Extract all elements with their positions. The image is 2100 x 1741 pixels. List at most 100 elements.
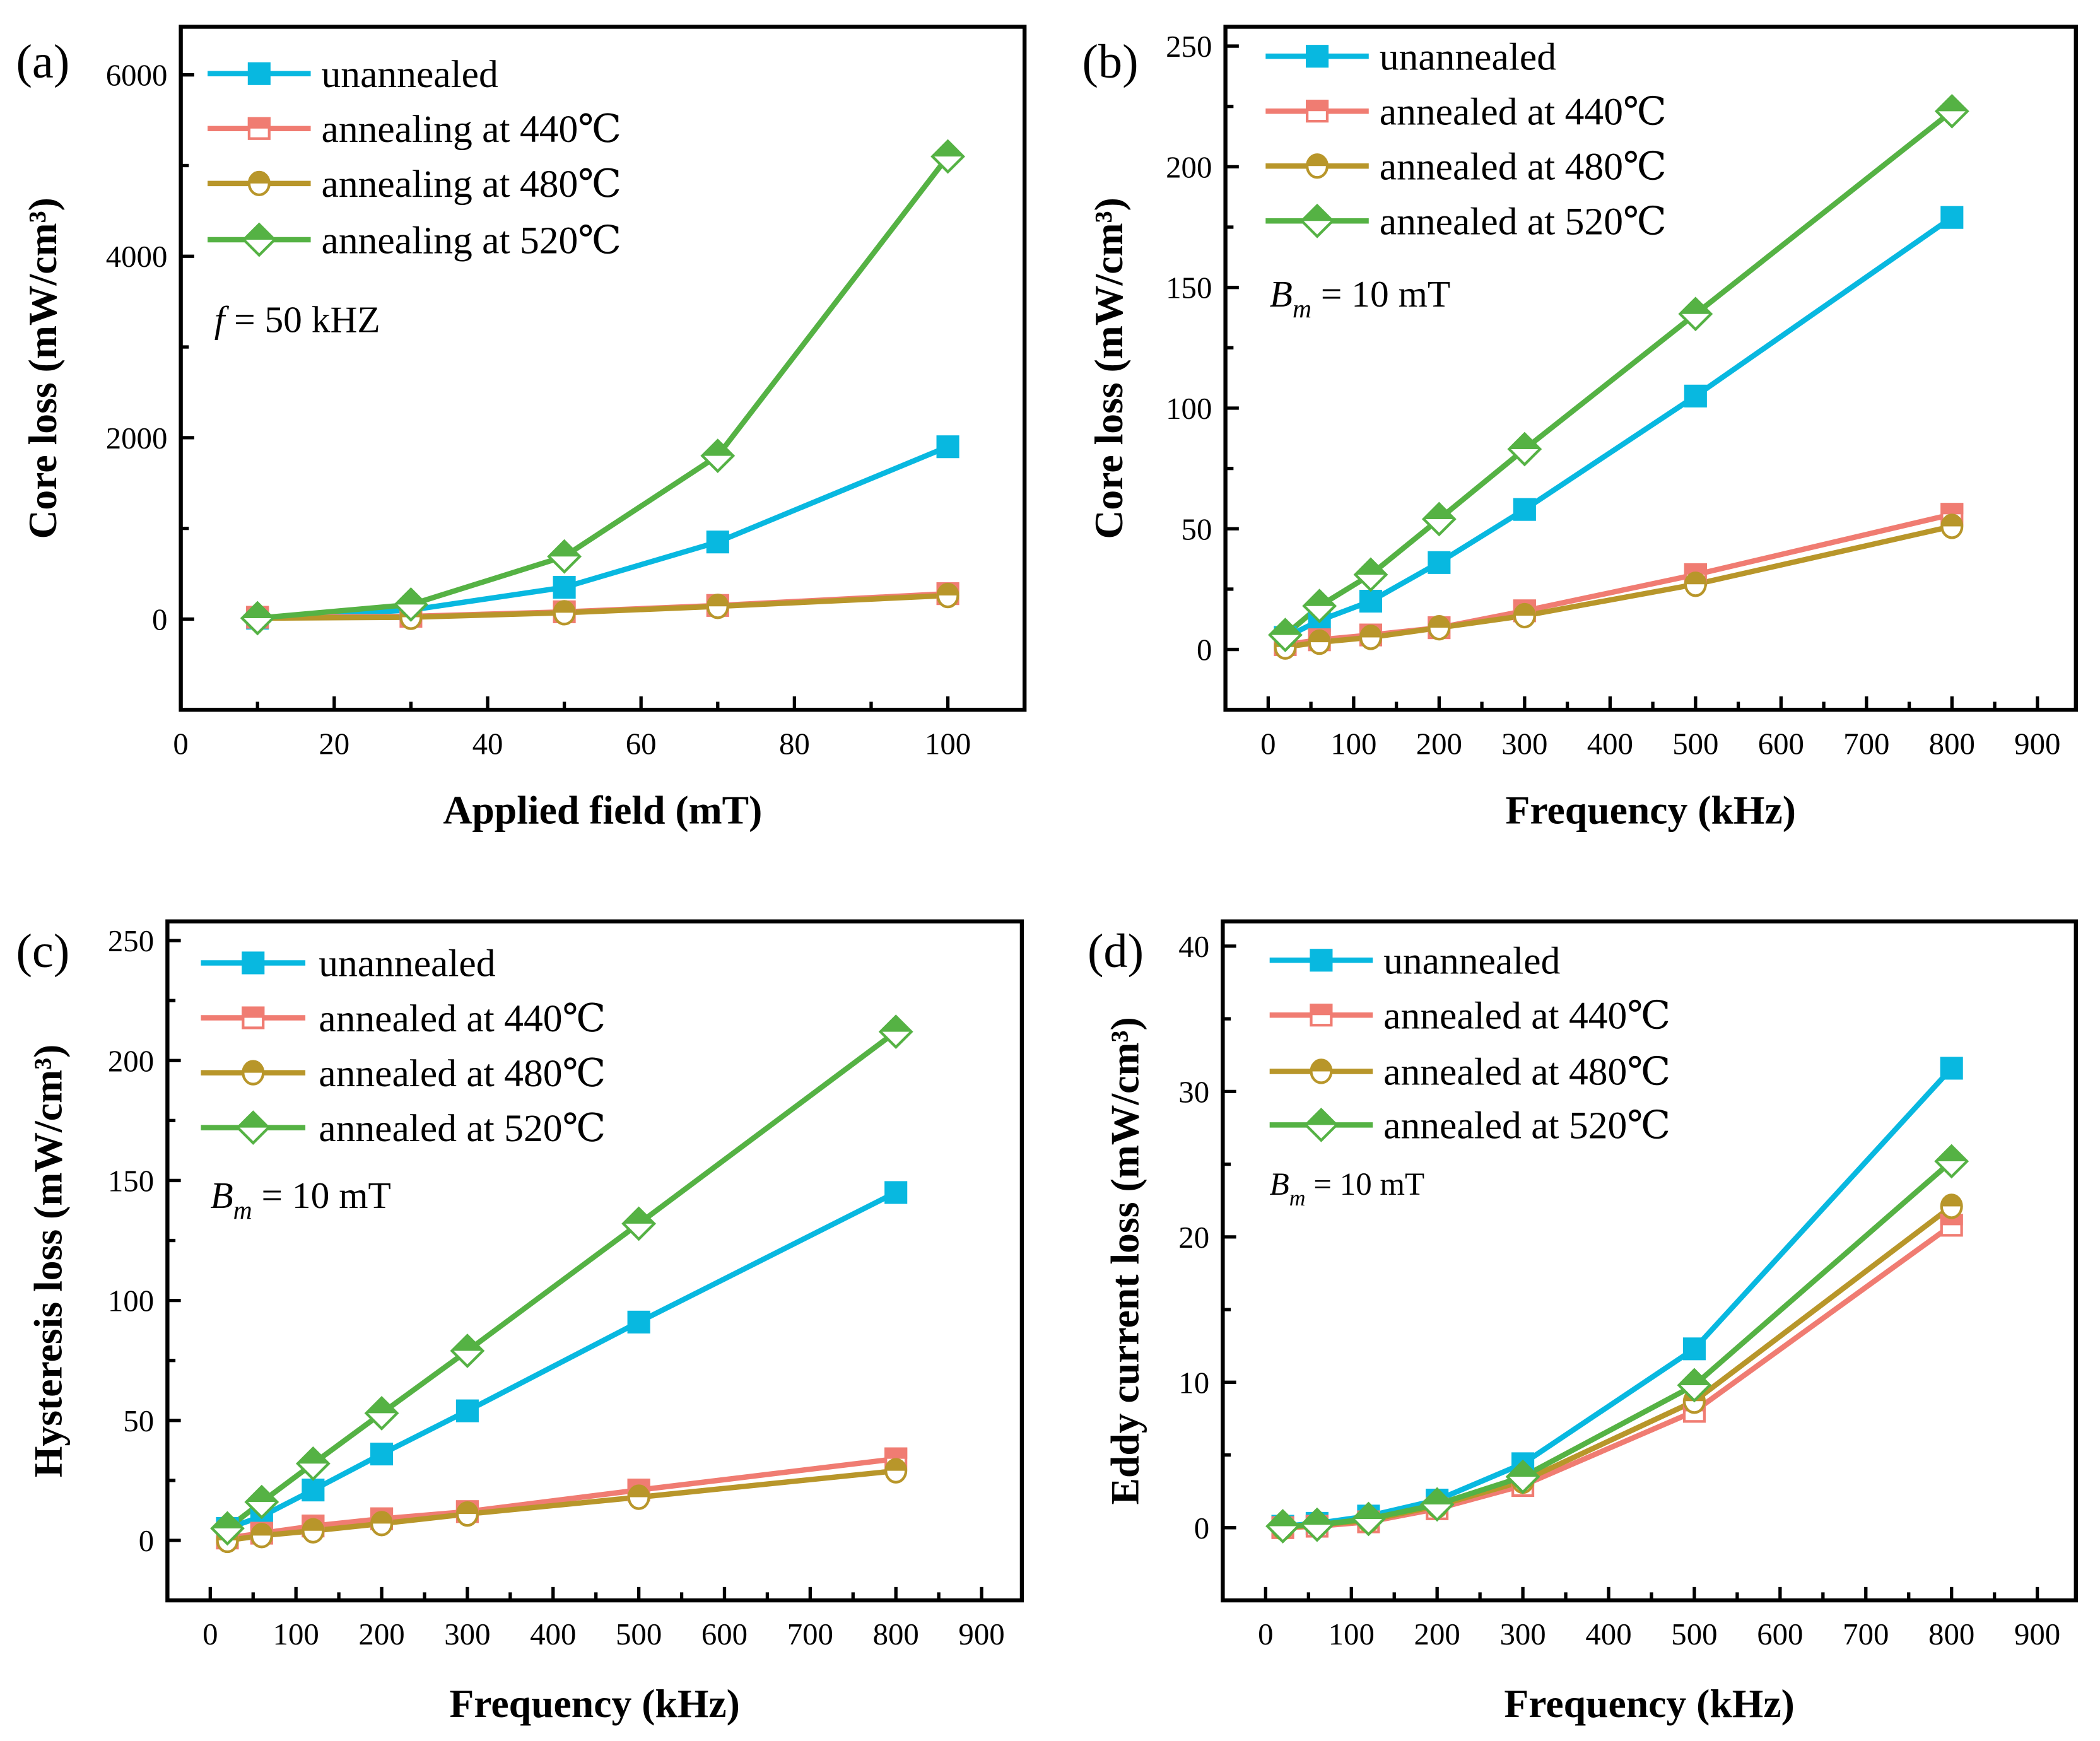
series-line [226, 1456, 896, 1541]
y-tick-label: 100 [1166, 391, 1212, 426]
x-tick-label: 300 [444, 1617, 490, 1651]
half-diamond-marker-fill [243, 224, 275, 240]
square-marker [370, 1443, 394, 1466]
half-diamond-marker-fill [242, 602, 273, 618]
x-tick-label: 500 [1671, 1617, 1717, 1651]
condition-annotation: Bm = 10 mT [1270, 1167, 1424, 1210]
half-circle-marker-fill [886, 1459, 906, 1471]
legend-label: annealed at 520℃ [319, 1107, 606, 1150]
y-axis-label: Eddy current loss (mW/cm³) [1103, 1017, 1147, 1504]
y-tick-label: 10 [1178, 1365, 1209, 1400]
legend-label: annealing at 520℃ [322, 219, 622, 262]
plot-frame [1223, 25, 2078, 712]
half-square-marker-fill [1306, 100, 1329, 112]
series-line [225, 1029, 898, 1531]
half-circle-marker-fill [1309, 631, 1330, 643]
x-tick-label: 80 [779, 726, 810, 761]
legend-label: unannealed [1383, 939, 1560, 982]
x-tick-label: 200 [1416, 726, 1462, 761]
series-line [1282, 1222, 1954, 1531]
series-line [1284, 524, 1953, 650]
legend-label: annealed at 480℃ [1380, 145, 1667, 188]
legend-item: annealed at 440℃ [201, 997, 606, 1040]
y-tick-label: 150 [108, 1163, 154, 1198]
legend-item: annealed at 440℃ [1269, 995, 1670, 1038]
y-tick-label: 250 [108, 923, 154, 958]
half-diamond-marker-fill [1301, 205, 1333, 221]
x-tick-label: 20 [319, 726, 349, 761]
half-diamond-marker-fill [1936, 95, 1968, 112]
half-diamond-marker-fill [452, 1335, 483, 1351]
series-line [1282, 1159, 1954, 1529]
x-tick-label: 400 [1587, 726, 1633, 761]
y-tick-label: 0 [139, 1523, 154, 1558]
plot-frame [1221, 919, 2078, 1603]
y-tick-label: 2000 [106, 421, 168, 455]
half-circle-marker-fill [372, 1512, 392, 1524]
x-tick-label: 100 [925, 726, 971, 761]
half-diamond-marker-fill [1423, 503, 1455, 519]
annotation-variable: B [1270, 273, 1293, 315]
half-square-marker-fill [242, 1006, 265, 1018]
half-circle-marker-fill [457, 1503, 478, 1515]
annotation-text: = 10 mT [1311, 273, 1450, 315]
legend-item: annealing at 520℃ [208, 219, 621, 262]
x-tick-label: 400 [530, 1617, 576, 1651]
legend-item: annealed at 520℃ [1265, 201, 1667, 243]
half-diamond-marker-fill [1507, 1461, 1539, 1477]
condition-annotation: Bm = 10 mT [210, 1175, 390, 1225]
square-marker [302, 1479, 325, 1502]
x-tick-label: 300 [1501, 726, 1547, 761]
legend-item: annealed at 480℃ [1265, 145, 1667, 188]
plot-frame [179, 25, 1027, 712]
half-diamond-marker-fill [1306, 1109, 1337, 1125]
half-diamond-marker-fill [212, 1513, 243, 1528]
y-tick-label: 0 [1197, 633, 1212, 667]
x-tick-label: 800 [1929, 726, 1975, 761]
half-square-marker-fill [1310, 1004, 1333, 1016]
square-marker [1428, 551, 1451, 574]
x-tick-label: 100 [1330, 726, 1376, 761]
legend-label: unannealed [1380, 35, 1556, 78]
legend-label: annealed at 520℃ [1383, 1105, 1670, 1147]
square-marker [242, 951, 265, 975]
x-tick-label: 60 [626, 726, 657, 761]
x-axis-label: Frequency (kHz) [449, 1681, 740, 1726]
half-diamond-marker-fill [237, 1112, 269, 1128]
annotation-subscript: m [1293, 295, 1311, 324]
legend-item: annealed at 520℃ [201, 1107, 606, 1150]
legend-item: annealing at 480℃ [208, 163, 621, 206]
half-diamond-marker-fill [1509, 433, 1540, 450]
half-circle-marker-fill [1307, 155, 1327, 167]
x-axis-label: Frequency (kHz) [1504, 1681, 1795, 1726]
y-axis-label: Hysteresis loss (mW/cm³) [26, 1045, 71, 1478]
legend-label: annealed at 480℃ [1383, 1051, 1670, 1094]
half-square-marker-fill [247, 117, 271, 129]
chart-panel-c: 0 100 200 300 400 500 600 700 800 900 0 50 100 150 200… [16, 919, 1024, 1726]
y-tick-label: 20 [1178, 1220, 1209, 1255]
legend-item: unannealed [208, 53, 498, 96]
square-marker [1940, 206, 1964, 229]
legend-item: unannealed [1269, 939, 1561, 982]
square-marker [627, 1310, 650, 1334]
legend-label: annealed at 440℃ [319, 997, 606, 1040]
annotation-subscript: m [1289, 1185, 1306, 1210]
x-tick-label: 0 [1258, 1617, 1273, 1651]
y-axis-label: Core loss (mW/cm³) [1086, 197, 1131, 539]
x-tick-label: 0 [202, 1617, 218, 1651]
chart-panel-a: 0 20 40 60 80 100 0 2000 4000 6000 Applied field (… [16, 25, 1027, 833]
half-diamond-marker-fill [395, 589, 426, 605]
half-diamond-marker-fill [366, 1397, 397, 1414]
x-tick-label: 0 [173, 726, 188, 761]
square-marker [247, 62, 271, 85]
x-tick-label: 100 [273, 1617, 319, 1651]
square-marker [1940, 1057, 1963, 1080]
half-circle-marker-fill [1514, 604, 1535, 616]
square-marker [936, 435, 959, 459]
x-tick-label: 500 [616, 1617, 662, 1651]
x-tick-label: 300 [1499, 1617, 1546, 1651]
square-marker [1682, 1337, 1706, 1361]
legend-label: annealed at 440℃ [1380, 90, 1667, 133]
y-tick-label: 200 [1166, 149, 1212, 184]
x-tick-label: 40 [472, 726, 503, 761]
